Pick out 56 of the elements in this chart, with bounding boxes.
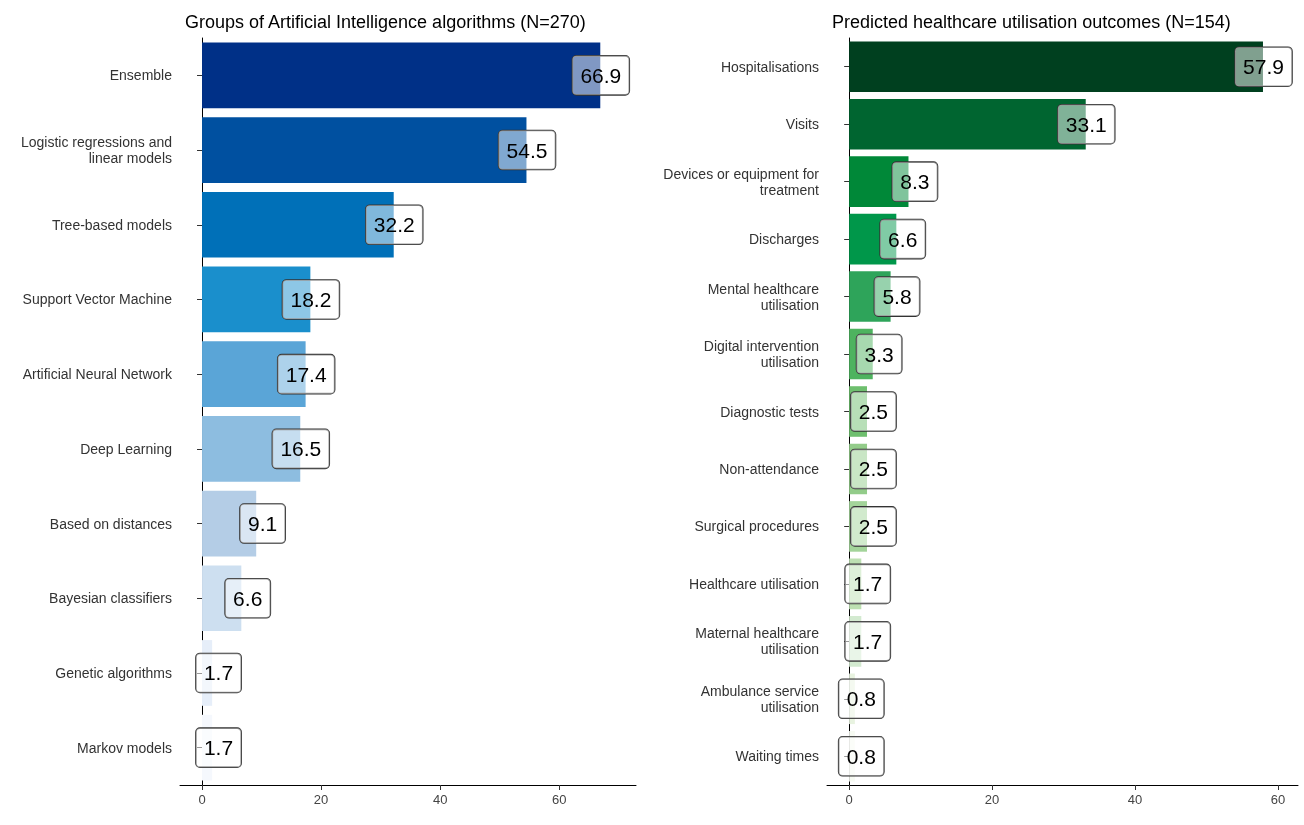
- y-tick-label: Diagnostic tests: [720, 403, 819, 420]
- y-tick-label: Deep Learning: [80, 440, 172, 457]
- x-tick-label: 0: [845, 792, 853, 807]
- y-tick-label: Surgical procedures: [694, 518, 819, 535]
- data-label: 1.7: [853, 629, 883, 653]
- data-label: 54.5: [506, 138, 548, 162]
- y-tick-label: Discharges: [748, 231, 819, 248]
- y-tick-label: Maternal healthcare utilisation: [695, 625, 820, 658]
- data-label: 16.5: [280, 437, 322, 461]
- y-tick-label: Non-attendance: [719, 460, 820, 477]
- chart-title: Predicted healthcare utilisation outcomes (N=154): [832, 12, 1231, 32]
- data-label: 0.8: [846, 744, 876, 768]
- data-label: 5.8: [882, 285, 912, 309]
- y-tick-label: Hospitalisations: [720, 58, 819, 75]
- data-label: 33.1: [1065, 112, 1107, 136]
- data-label: 57.9: [1243, 55, 1284, 79]
- data-label: 2.5: [858, 514, 889, 538]
- x-tick-label: 20: [984, 792, 1000, 807]
- y-tick-label: Ambulance service utilisation: [700, 682, 820, 715]
- data-label: 32.2: [373, 213, 415, 237]
- y-tick-label: Tree-based models: [51, 216, 172, 233]
- y-tick-label: Visits: [785, 116, 819, 133]
- data-label: 0.8: [846, 687, 876, 711]
- x-tick-label: 20: [313, 792, 329, 807]
- data-label: 17.4: [285, 362, 327, 386]
- y-tick-label: Mental healthcare utilisation: [707, 280, 820, 313]
- y-tick-label: Waiting times: [735, 748, 819, 765]
- data-label: 6.6: [233, 586, 263, 610]
- data-label: 18.2: [290, 287, 332, 311]
- y-tick-label: Healthcare utilisation: [689, 575, 819, 592]
- y-tick-label: Based on distances: [49, 515, 172, 532]
- data-label: 9.1: [248, 512, 278, 536]
- data-label: 1.7: [203, 661, 234, 685]
- y-tick-label: Markov models: [77, 739, 172, 756]
- data-label: 66.9: [580, 63, 622, 87]
- x-tick-label: 40: [432, 792, 448, 807]
- x-tick-label: 40: [1127, 792, 1143, 807]
- data-label: 2.5: [858, 400, 889, 423]
- y-tick-label: Logistic regressions and linear models: [21, 134, 172, 167]
- y-tick-label: Ensemble: [109, 67, 173, 84]
- y-tick-label: Digital intervention utilisation: [703, 338, 819, 371]
- y-tick-label: Genetic algorithms: [55, 664, 172, 681]
- x-tick-label: 60: [551, 792, 567, 807]
- y-tick-label: Support Vector Machine: [22, 291, 173, 308]
- data-label: 2.5: [858, 457, 889, 481]
- data-label: 3.3: [864, 342, 894, 366]
- data-label: 1.7: [853, 572, 883, 596]
- data-label: 6.6: [888, 227, 918, 251]
- data-label: 1.7: [203, 736, 234, 760]
- x-tick-label: 0: [198, 792, 206, 807]
- data-label: 8.3: [900, 170, 930, 194]
- chart-title: Groups of Artificial Intelligence algorithms (N=270): [185, 12, 586, 32]
- x-tick-label: 60: [1270, 792, 1286, 807]
- y-tick-label: Bayesian classifiers: [49, 590, 172, 607]
- y-tick-label: Devices or equipment for treatment: [663, 165, 820, 198]
- y-tick-label: Artificial Neural Network: [22, 366, 173, 383]
